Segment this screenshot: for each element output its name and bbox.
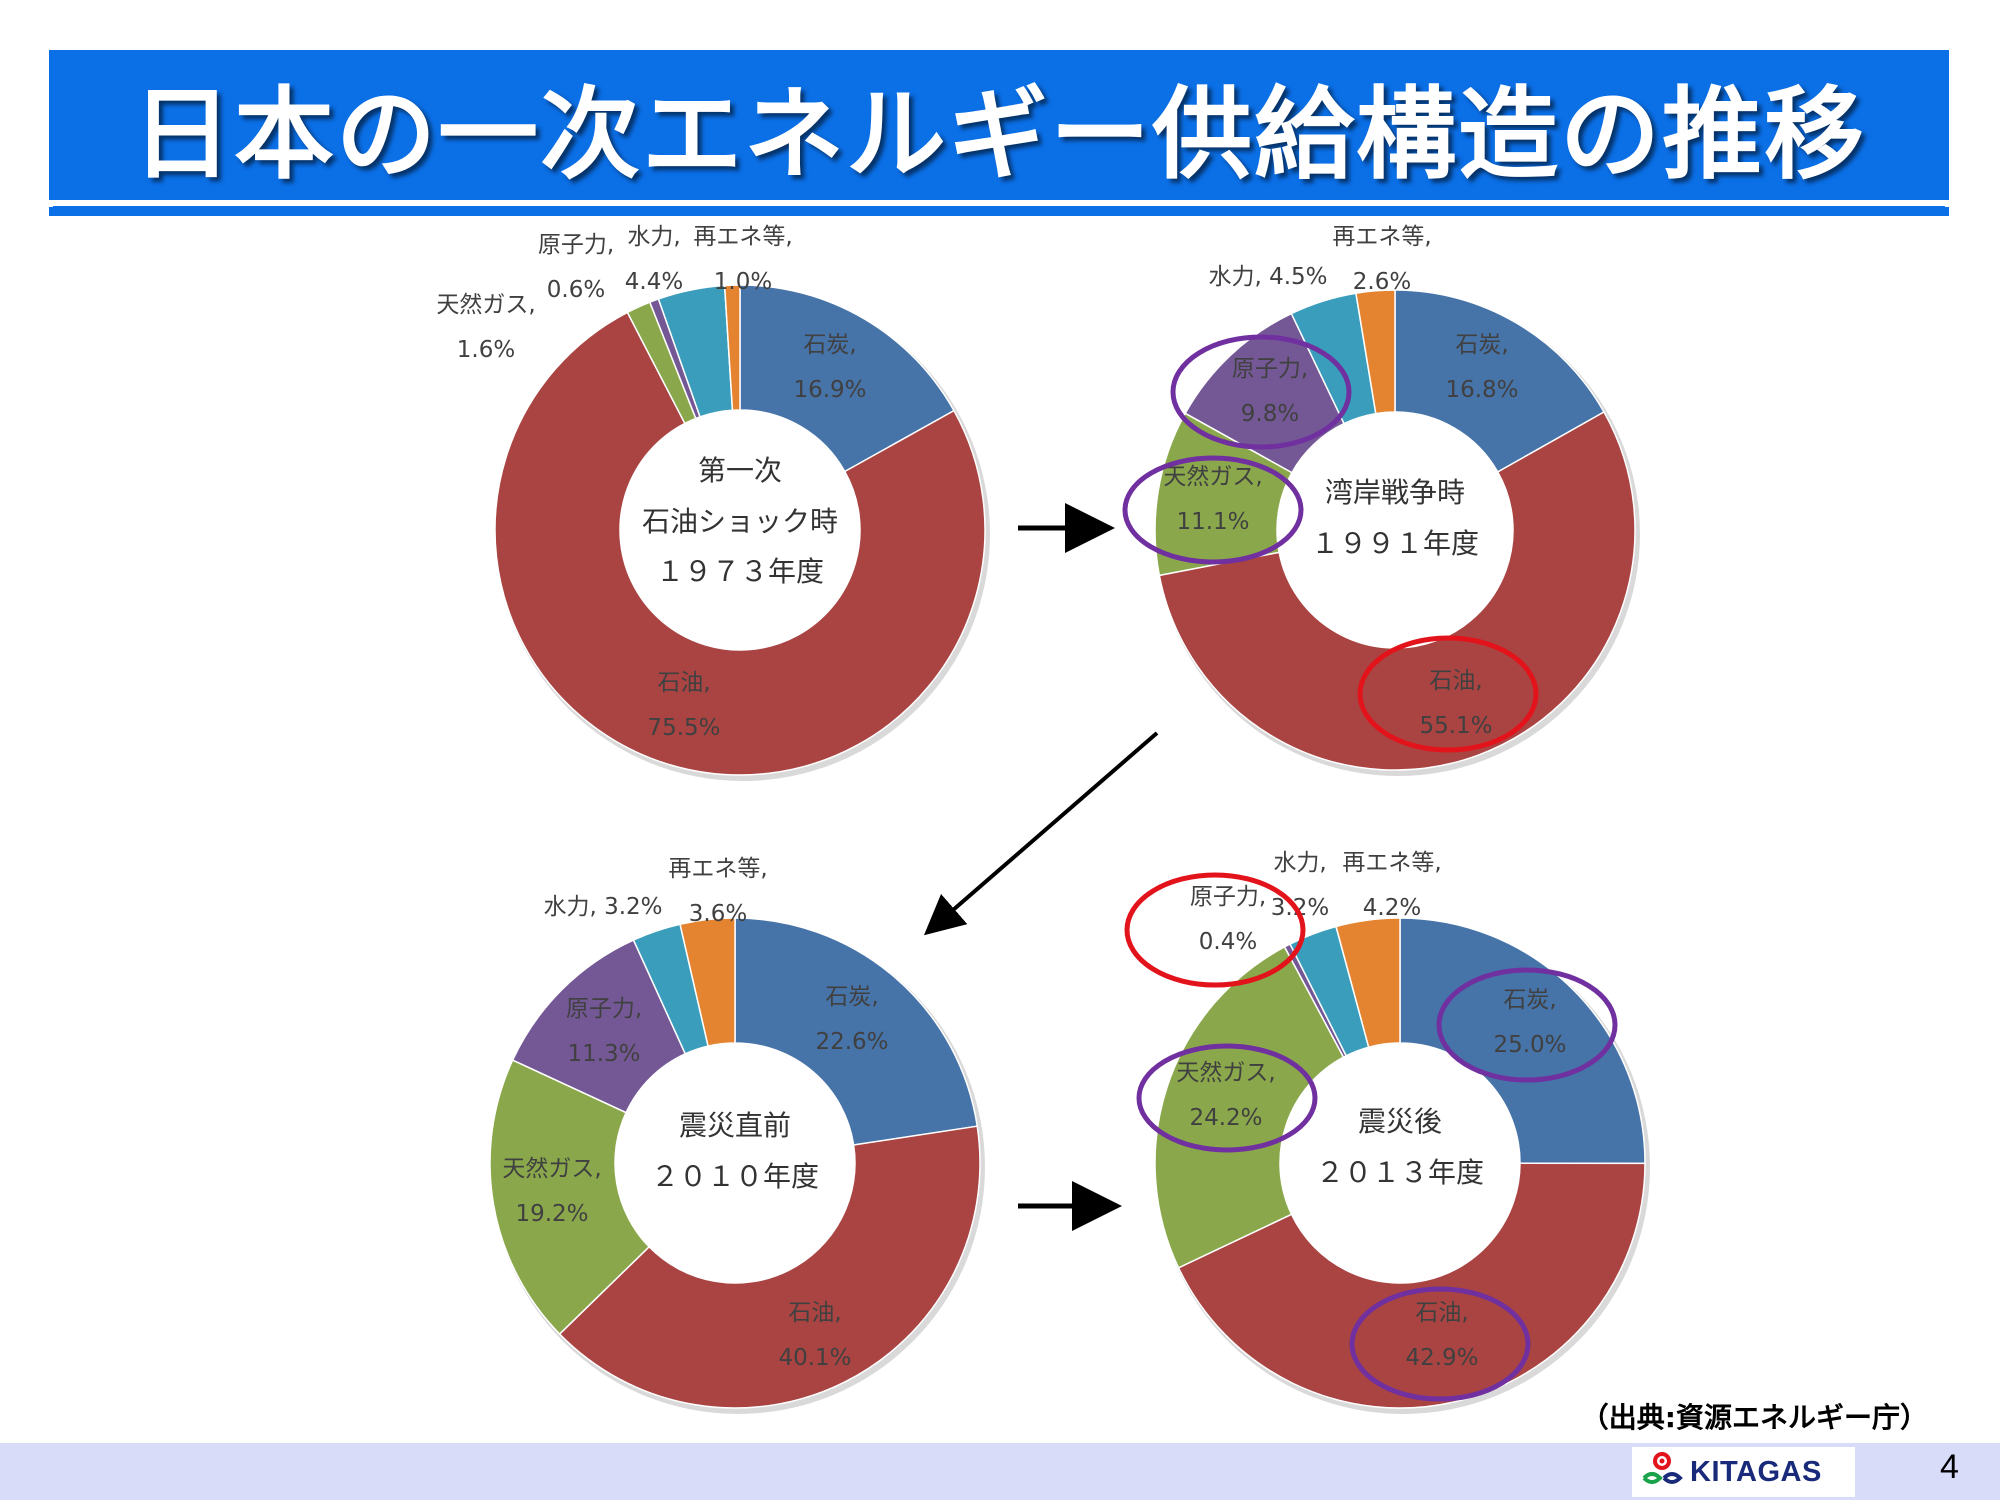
data-label-石油: 40.1% [778, 1345, 851, 1371]
data-label-水力: 水力, [627, 224, 680, 250]
data-label-天然ガス: 天然ガス, [1163, 464, 1262, 490]
source-note: （出典:資源エネルギー庁） [1580, 1401, 1928, 1434]
data-label-天然ガス: 11.1% [1176, 509, 1249, 535]
data-label-再エネ等: 再エネ等, [693, 224, 792, 250]
center-label-line: 震災直前 [679, 1109, 791, 1142]
data-label-再エネ等: 3.6% [689, 901, 747, 927]
kitagas-logo: KITAGAS [1632, 1447, 1855, 1497]
data-label-再エネ等: 再エネ等, [1342, 850, 1441, 876]
highlight-ellipse-原子力 [1170, 334, 1352, 450]
data-label-石油: 石油, [1429, 668, 1482, 694]
data-label-石油: 55.1% [1419, 713, 1492, 739]
donut-charts: 第一次石油ショック時１９７３年度石炭,16.9%石油,75.5%天然ガス,1.6… [436, 224, 1650, 1414]
donut-hole [620, 410, 860, 650]
data-label-石油: 石油, [1415, 1300, 1468, 1326]
center-label-line: 湾岸戦争時 [1325, 476, 1465, 509]
data-label-石炭: 22.6% [815, 1029, 888, 1055]
data-label-石炭: 25.0% [1493, 1032, 1566, 1058]
data-label-天然ガス: 19.2% [515, 1201, 588, 1227]
center-label-line: ２０１０年度 [651, 1160, 819, 1193]
data-label-石油: 石油, [657, 670, 710, 696]
data-label-水力: 4.4% [625, 269, 683, 295]
data-label-原子力: 0.4% [1199, 929, 1257, 955]
data-label-天然ガス: 24.2% [1189, 1105, 1262, 1131]
data-label-水力: 水力, 4.5% [1208, 264, 1327, 290]
arrow-diagonal [923, 731, 1159, 936]
center-label-line: １９７３年度 [656, 555, 824, 588]
logo-mark-icon [1642, 1452, 1683, 1484]
data-label-石炭: 石炭, [1503, 987, 1556, 1013]
data-label-天然ガス: 1.6% [457, 337, 515, 363]
data-label-原子力: 原子力, [1190, 884, 1266, 910]
title-bar: 日本の一次エネルギー供給構造の推移 [49, 50, 1949, 206]
highlight-ellipse-天然ガス [1136, 1043, 1318, 1153]
data-label-石炭: 石炭, [803, 332, 856, 358]
center-label-line: 震災後 [1358, 1105, 1442, 1138]
data-label-石炭: 16.9% [793, 377, 866, 403]
data-label-原子力: 原子力, [566, 996, 642, 1022]
data-label-天然ガス: 天然ガス, [502, 1156, 601, 1182]
title-underline [49, 207, 1949, 216]
data-label-再エネ等: 再エネ等, [668, 856, 767, 882]
data-label-水力: 水力, [1273, 850, 1326, 876]
data-label-再エネ等: 2.6% [1353, 269, 1411, 295]
highlight-ellipse-原子力 [1124, 872, 1306, 988]
data-label-再エネ等: 4.2% [1363, 895, 1421, 921]
data-label-石油: 42.9% [1405, 1345, 1478, 1371]
highlight-ellipse-石油 [1357, 635, 1539, 753]
data-label-石炭: 石炭, [825, 984, 878, 1010]
center-label-line: 石油ショック時 [642, 505, 838, 538]
data-label-原子力: 11.3% [567, 1041, 640, 1067]
highlight-ellipse-石炭 [1436, 967, 1618, 1083]
page-title: 日本の一次エネルギー供給構造の推移 [132, 75, 1866, 193]
data-label-石油: 石油, [788, 1300, 841, 1326]
data-label-原子力: 原子力, [1232, 356, 1308, 382]
donut-chart-4: 震災後 ２０１３年度 石炭, 25.0% 石油, 42.9% 天然ガス, 24.2% 原子力, 0… [1124, 850, 1650, 1414]
donut-hole [615, 1043, 855, 1283]
page-number: 4 [1940, 1448, 1959, 1486]
data-label-天然ガス: 天然ガス, [1176, 1060, 1275, 1086]
center-label-line: 第一次 [698, 454, 782, 487]
data-label-原子力: 原子力, [538, 232, 614, 258]
data-label-原子力: 0.6% [547, 277, 605, 303]
data-label-再エネ等: 1.0% [714, 269, 772, 295]
data-label-石油: 75.5% [647, 715, 720, 741]
donut-hole [1280, 1043, 1520, 1283]
center-label-line: １９９１年度 [1311, 527, 1479, 560]
data-label-水力: 水力, 3.2% [543, 894, 662, 920]
data-label-石炭: 16.8% [1445, 377, 1518, 403]
charts-layer: 第一次石油ショック時１９７３年度石炭,16.9%石油,75.5%天然ガス,1.6… [436, 224, 1650, 1414]
data-label-石炭: 石炭, [1455, 332, 1508, 358]
donut-chart-3: 震災直前 ２０１０年度 石炭, 22.6% 石油, 40.1% 天然ガス, 19.2% 原子力,… [489, 856, 985, 1414]
data-label-原子力: 9.8% [1241, 401, 1299, 427]
donut-hole [1277, 412, 1513, 648]
highlight-ellipse-天然ガス [1122, 455, 1304, 565]
highlight-ellipse-石油 [1349, 1286, 1531, 1402]
center-label-line: ２０１３年度 [1316, 1156, 1484, 1189]
data-label-天然ガス: 天然ガス, [436, 292, 535, 318]
logo-text: KITAGAS [1690, 1455, 1822, 1488]
donut-chart-2: 湾岸戦争時 １９９１年度 石炭, 16.8% 石油, 55.1% 天然ガス, 11.1% 原子力… [1122, 224, 1640, 776]
data-label-再エネ等: 再エネ等, [1332, 224, 1431, 250]
